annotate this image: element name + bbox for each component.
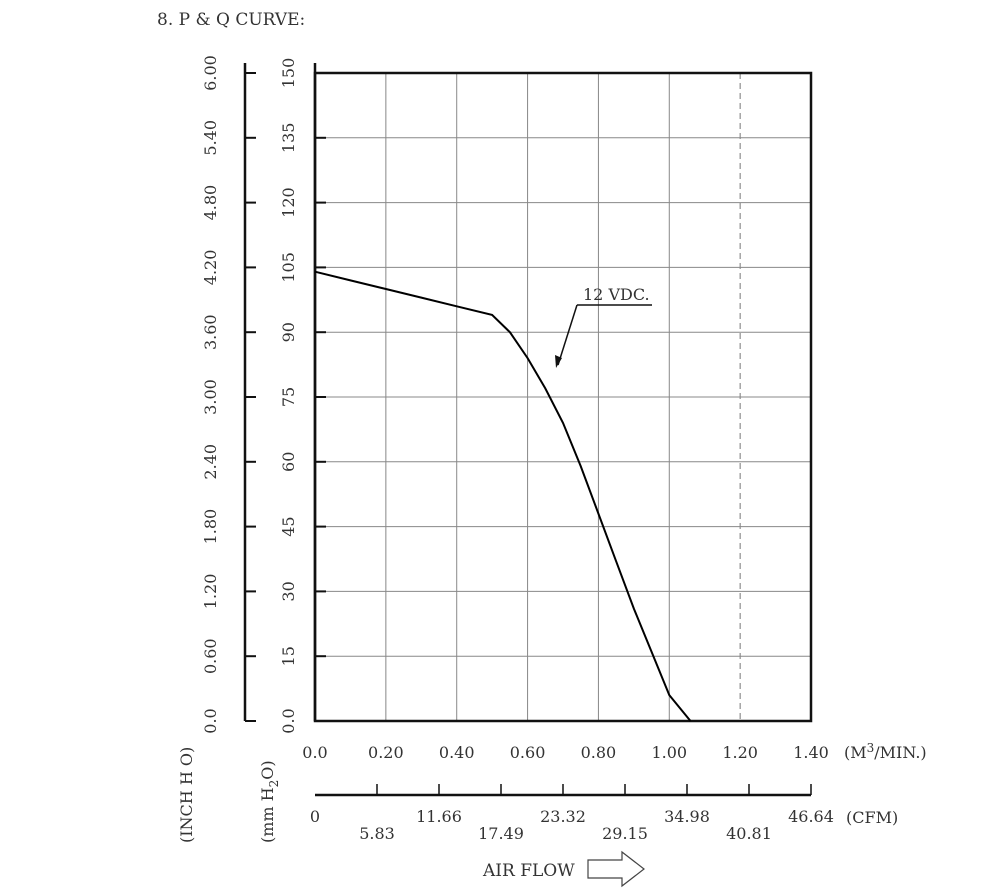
mm-ticks: 0.0 15 30 45 60 75 90 105 120 135 150 bbox=[279, 58, 326, 734]
cfm-tick-label: 40.81 bbox=[726, 824, 772, 843]
cfm-tick-label: 11.66 bbox=[416, 807, 462, 826]
x-tick-label: 1.40 bbox=[793, 743, 829, 762]
mm-tick-label: 105 bbox=[279, 252, 298, 283]
series-line-12vdc bbox=[314, 270, 692, 722]
inch-tick-label: 3.60 bbox=[201, 314, 220, 350]
cfm-tick-label: 29.15 bbox=[602, 824, 648, 843]
cfm-tick-label: 0 bbox=[310, 807, 320, 826]
x-tick-label: 0.60 bbox=[510, 743, 546, 762]
series-label-12vdc: 12 VDC. bbox=[583, 285, 650, 304]
inch-tick-label: 4.20 bbox=[201, 250, 220, 286]
mm-unit-label: (mm H2O) bbox=[258, 760, 281, 843]
grid bbox=[315, 73, 811, 721]
x-ticks: 0.0 0.20 0.40 0.60 0.80 1.00 1.20 1.40 bbox=[302, 743, 829, 762]
cfm-unit-label: (CFM) bbox=[846, 808, 898, 827]
cfm-tick-label: 34.98 bbox=[664, 807, 710, 826]
mm-tick-label: 120 bbox=[279, 187, 298, 218]
cfm-tick-label: 23.32 bbox=[540, 807, 586, 826]
cfm-tick-label: 17.49 bbox=[478, 824, 524, 843]
annotation-arrowhead bbox=[555, 355, 562, 368]
mm-tick-label: 90 bbox=[279, 322, 298, 342]
x-axis-title: AIR FLOW bbox=[482, 861, 575, 881]
inch-tick-label: 6.00 bbox=[201, 55, 220, 91]
x-tick-label: 0.20 bbox=[368, 743, 404, 762]
mm-tick-label: 30 bbox=[279, 581, 298, 601]
inch-tick-label: 0.60 bbox=[201, 638, 220, 674]
x-tick-label: 1.20 bbox=[722, 743, 758, 762]
cfm-tick-label: 46.64 bbox=[788, 807, 834, 826]
x-tick-label: 1.00 bbox=[651, 743, 687, 762]
mm-tick-label: 0.0 bbox=[279, 708, 298, 733]
inch-tick-label: 2.40 bbox=[201, 444, 220, 480]
inch-tick-label: 1.80 bbox=[201, 509, 220, 545]
inch-tick-label: 5.40 bbox=[201, 120, 220, 156]
annotation-leader bbox=[557, 304, 578, 366]
cfm-tick-label: 5.83 bbox=[359, 824, 395, 843]
inch-tick-label: 0.0 bbox=[201, 708, 220, 733]
mm-tick-label: 150 bbox=[279, 58, 298, 89]
inch-tick-label: 3.00 bbox=[201, 379, 220, 415]
x-tick-label: 0.0 bbox=[302, 743, 327, 762]
cfm-ticks: 0 5.83 11.66 17.49 23.32 29.15 34.98 40.81 46.64 bbox=[310, 784, 834, 843]
x-tick-label: 0.80 bbox=[581, 743, 617, 762]
mm-tick-label: 135 bbox=[279, 123, 298, 154]
mm-tick-label: 75 bbox=[279, 387, 298, 407]
inch-unit-label: (INCH H O) bbox=[177, 747, 196, 843]
x-unit-label: (M3/MIN.) bbox=[844, 741, 927, 762]
mm-tick-label: 45 bbox=[279, 516, 298, 536]
x-tick-label: 0.40 bbox=[439, 743, 475, 762]
mm-tick-label: 15 bbox=[279, 646, 298, 666]
chart-heading: 8. P & Q CURVE: bbox=[157, 10, 305, 30]
inch-tick-label: 4.80 bbox=[201, 185, 220, 221]
inch-tick-label: 1.20 bbox=[201, 574, 220, 610]
mm-tick-label: 60 bbox=[279, 452, 298, 472]
airflow-arrow-icon bbox=[587, 850, 645, 888]
inch-ticks: 0.0 0.60 1.20 1.80 2.40 3.00 3.60 4.20 4.80 5.40 6… bbox=[201, 55, 256, 734]
